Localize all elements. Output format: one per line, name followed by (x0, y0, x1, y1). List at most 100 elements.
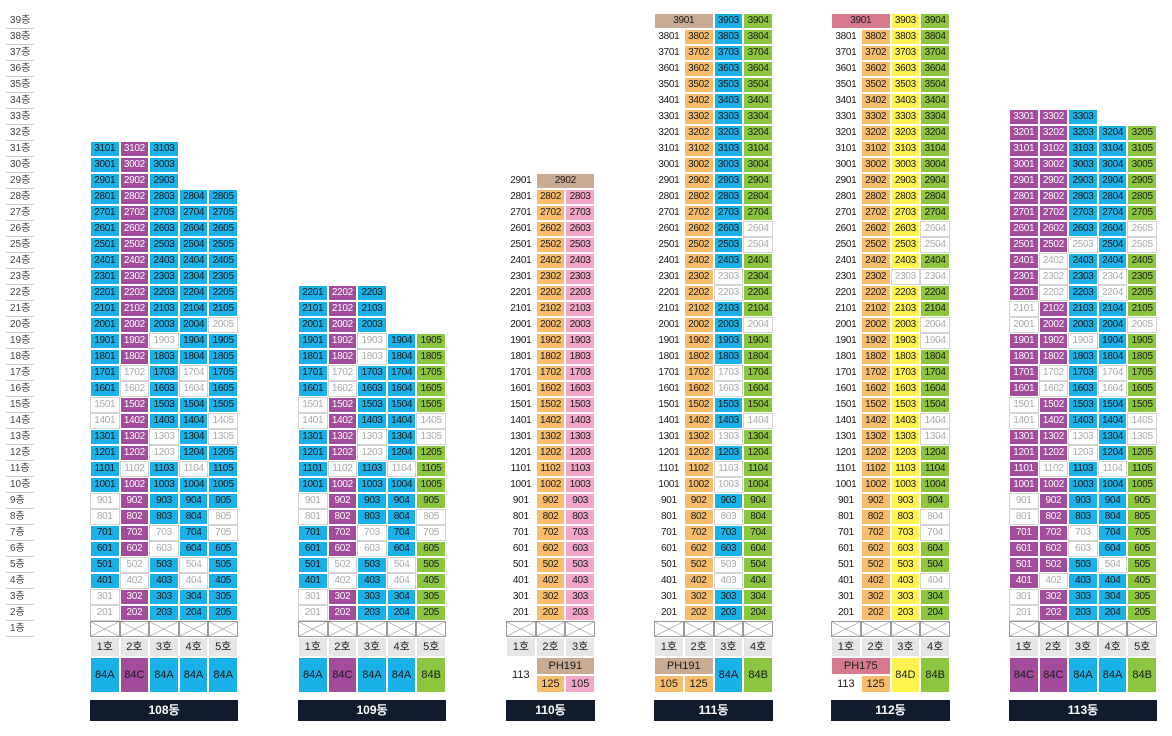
unit-cell[interactable]: 1804 (743, 349, 773, 365)
unit-cell[interactable]: 901 (298, 493, 328, 509)
unit-cell[interactable]: 1103 (149, 461, 179, 477)
unit-cell[interactable]: 1803 (713, 349, 744, 365)
unit-cell[interactable]: 3302 (683, 109, 714, 125)
unit-cell[interactable]: 403 (357, 573, 387, 589)
unit-cell[interactable]: 1203 (357, 445, 387, 461)
unit-cell[interactable]: 2101 (654, 301, 684, 317)
unit-cell[interactable]: 703 (357, 525, 387, 541)
unit-cell[interactable]: 1605 (1127, 381, 1157, 397)
unit-cell[interactable]: 401 (506, 573, 536, 589)
unit-cell[interactable]: 2901 (506, 173, 536, 189)
unit-cell[interactable]: 1801 (298, 349, 328, 365)
unit-cell[interactable]: 202 (535, 605, 566, 621)
unit-cell[interactable]: 402 (327, 573, 358, 589)
unit-cell[interactable]: 403 (713, 573, 744, 589)
unit-cell[interactable]: 1303 (1068, 429, 1098, 445)
unit-cell[interactable]: 902 (119, 493, 150, 509)
unit-cell[interactable]: 803 (149, 509, 179, 525)
unit-cell[interactable]: 905 (1127, 493, 1157, 509)
unit-cell[interactable]: 2702 (535, 205, 566, 221)
unit-cell[interactable]: 1104 (920, 461, 950, 477)
unit-cell[interactable]: 2204 (1097, 285, 1128, 301)
unit-cell[interactable]: 1402 (860, 413, 891, 429)
unit-cell[interactable]: 802 (327, 509, 358, 525)
unit-cell[interactable]: 203 (149, 605, 179, 621)
unit-cell[interactable]: 2204 (178, 285, 209, 301)
unit-cell[interactable]: 1502 (1038, 397, 1069, 413)
unit-cell[interactable]: 1205 (1127, 445, 1157, 461)
unit-cell[interactable]: 1101 (831, 461, 861, 477)
unit-cell[interactable]: 1002 (683, 477, 714, 493)
unit-cell[interactable]: 2003 (565, 317, 595, 333)
unit-cell[interactable]: 1501 (90, 397, 120, 413)
unit-cell[interactable]: 203 (890, 605, 921, 621)
unit-cell[interactable]: 1401 (831, 413, 861, 429)
unit-cell[interactable]: 1601 (654, 381, 684, 397)
unit-cell[interactable]: 202 (683, 605, 714, 621)
unit-cell[interactable]: 1503 (713, 397, 744, 413)
unit-cell[interactable]: 1101 (506, 461, 536, 477)
unit-cell[interactable]: 201 (298, 605, 328, 621)
unit-cell[interactable]: 1405 (208, 413, 238, 429)
unit-cell[interactable]: 3001 (90, 157, 120, 173)
unit-cell[interactable]: 2303 (149, 269, 179, 285)
unit-cell[interactable]: 1704 (386, 365, 417, 381)
unit-cell[interactable]: 503 (149, 557, 179, 573)
unit-cell[interactable]: 1705 (416, 365, 446, 381)
unit-cell[interactable]: 1403 (565, 413, 595, 429)
unit-cell[interactable]: 1305 (208, 429, 238, 445)
unit-cell[interactable]: 401 (654, 573, 684, 589)
unit-cell[interactable]: 201 (654, 605, 684, 621)
unit-cell[interactable]: 1702 (535, 365, 566, 381)
unit-cell[interactable]: 2401 (506, 253, 536, 269)
unit-cell[interactable]: 1602 (119, 381, 150, 397)
unit-cell[interactable]: 501 (90, 557, 120, 573)
unit-cell[interactable]: 1004 (178, 477, 209, 493)
unit-cell[interactable]: 2704 (1097, 205, 1128, 221)
unit-cell[interactable]: 2804 (920, 189, 950, 205)
unit-cell[interactable]: 2803 (1068, 189, 1098, 205)
unit-cell[interactable]: 1501 (654, 397, 684, 413)
unit-cell[interactable]: 1104 (178, 461, 209, 477)
unit-cell[interactable]: 404 (178, 573, 209, 589)
unit-cell[interactable]: 2103 (565, 301, 595, 317)
unit-cell[interactable]: 902 (683, 493, 714, 509)
unit-cell[interactable]: 901 (1009, 493, 1039, 509)
unit-cell[interactable]: 1505 (208, 397, 238, 413)
unit-cell[interactable]: 3103 (713, 141, 744, 157)
unit-cell[interactable]: 3203 (713, 125, 744, 141)
unit-cell[interactable]: 2203 (1068, 285, 1098, 301)
unit-cell[interactable]: 2703 (149, 205, 179, 221)
unit-cell[interactable]: 2805 (208, 189, 238, 205)
unit-cell[interactable]: 1502 (683, 397, 714, 413)
unit-cell[interactable]: 202 (327, 605, 358, 621)
unit-cell[interactable]: 1404 (743, 413, 773, 429)
unit-cell[interactable]: 3003 (1068, 157, 1098, 173)
unit-cell[interactable]: 2603 (1068, 221, 1098, 237)
unit-cell[interactable]: 301 (831, 589, 861, 605)
unit-cell[interactable]: 2303 (890, 269, 921, 285)
unit-cell[interactable]: 3301 (1009, 109, 1039, 125)
unit-cell[interactable]: 2205 (1127, 285, 1157, 301)
unit-cell[interactable]: 3704 (920, 45, 950, 61)
unit-cell[interactable]: 1904 (1097, 333, 1128, 349)
unit-cell[interactable]: 2701 (654, 205, 684, 221)
unit-cell[interactable]: 2104 (743, 301, 773, 317)
unit-cell[interactable]: 2104 (920, 301, 950, 317)
unit-cell[interactable]: 3002 (119, 157, 150, 173)
unit-cell[interactable]: 1904 (743, 333, 773, 349)
unit-cell[interactable]: 1404 (1097, 413, 1128, 429)
unit-cell[interactable]: 1505 (1127, 397, 1157, 413)
unit-cell[interactable]: 1401 (90, 413, 120, 429)
unit-cell[interactable]: 2304 (743, 269, 773, 285)
unit-cell[interactable]: 1403 (149, 413, 179, 429)
unit-cell[interactable]: 1801 (831, 349, 861, 365)
unit-cell[interactable]: 2105 (1127, 301, 1157, 317)
unit-cell[interactable]: 2801 (654, 189, 684, 205)
unit-cell[interactable]: 901 (90, 493, 120, 509)
unit-cell[interactable]: 2102 (327, 301, 358, 317)
unit-cell[interactable]: 804 (1097, 509, 1128, 525)
unit-cell[interactable]: 802 (535, 509, 566, 525)
unit-cell[interactable]: 3302 (1038, 109, 1069, 125)
unit-cell[interactable]: 2501 (654, 237, 684, 253)
